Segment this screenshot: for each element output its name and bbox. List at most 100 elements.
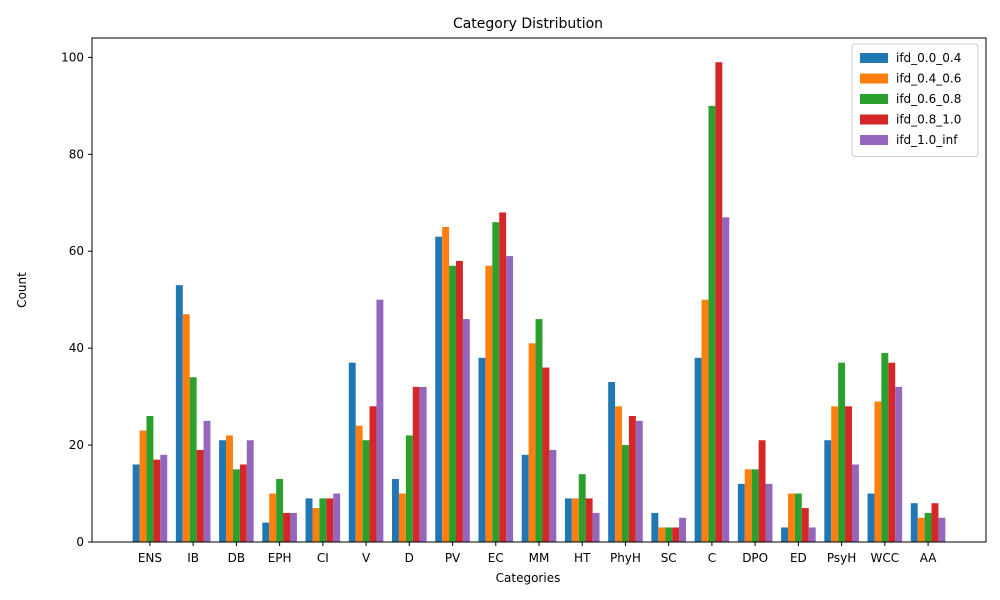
legend-frame	[851, 43, 979, 157]
bar-CI-ifd_0.6_0.8	[319, 498, 327, 542]
bar-AA-ifd_0.4_0.6	[917, 517, 925, 542]
legend-label-ifd_0.8_1.0: ifd_0.8_1.0	[896, 113, 961, 127]
legend-swatch-ifd_0.8_1.0	[860, 114, 888, 125]
bar-MM-ifd_0.0_0.4	[521, 454, 529, 542]
bar-C-ifd_0.4_0.6	[701, 299, 709, 542]
bar-CI-ifd_0.8_1.0	[326, 498, 334, 542]
bar-IB-ifd_1.0_inf	[203, 420, 211, 542]
bar-CI-ifd_1.0_inf	[333, 493, 341, 542]
y-tick-label: 40	[69, 341, 84, 355]
bar-SC-ifd_0.0_0.4	[651, 512, 659, 542]
bar-EPH-ifd_0.0_0.4	[262, 522, 270, 542]
bar-EC-ifd_0.6_0.8	[492, 222, 500, 542]
bar-IB-ifd_0.6_0.8	[189, 377, 197, 542]
legend-swatch-ifd_0.0_0.4	[860, 53, 888, 63]
bar-HT-ifd_0.4_0.6	[571, 498, 579, 542]
x-tick-label-CI: CI	[317, 551, 329, 565]
x-tick-label-WCC: WCC	[871, 551, 900, 565]
chart-title: Category Distribution	[453, 16, 603, 32]
bar-ENS-ifd_0.6_0.8	[146, 416, 154, 542]
bar-C-ifd_0.0_0.4	[694, 357, 702, 542]
bar-HT-ifd_0.8_1.0	[585, 498, 593, 542]
bar-EPH-ifd_1.0_inf	[289, 512, 297, 542]
bar-ED-ifd_0.4_0.6	[788, 493, 795, 542]
legend-label-ifd_0.4_0.6: ifd_0.4_0.6	[896, 72, 961, 86]
bar-SC-ifd_0.8_1.0	[672, 527, 680, 542]
x-tick-label-V: V	[362, 551, 371, 565]
x-tick-label-AA: AA	[920, 551, 938, 565]
bar-PhyH-ifd_0.4_0.6	[615, 406, 623, 542]
bar-DPO-ifd_0.8_1.0	[758, 440, 766, 542]
bar-PsyH-ifd_1.0_inf	[851, 464, 859, 542]
bar-HT-ifd_0.6_0.8	[578, 474, 586, 542]
bar-DB-ifd_0.4_0.6	[226, 435, 233, 542]
bar-PhyH-ifd_0.0_0.4	[608, 382, 616, 542]
bar-PhyH-ifd_0.8_1.0	[628, 416, 636, 542]
bar-DPO-ifd_1.0_inf	[765, 483, 773, 542]
bar-DB-ifd_0.0_0.4	[219, 440, 227, 542]
bar-HT-ifd_1.0_inf	[592, 512, 600, 542]
bar-D-ifd_0.6_0.8	[405, 435, 413, 542]
x-tick-label-IB: IB	[187, 551, 199, 565]
bar-DPO-ifd_0.6_0.8	[751, 469, 759, 542]
bar-C-ifd_0.6_0.8	[708, 105, 716, 542]
y-tick-label: 100	[61, 50, 84, 64]
bar-EC-ifd_0.0_0.4	[478, 357, 486, 542]
bar-ENS-ifd_0.8_1.0	[153, 459, 161, 542]
x-tick-label-PsyH: PsyH	[827, 551, 856, 565]
bar-ED-ifd_1.0_inf	[808, 527, 816, 542]
bar-D-ifd_0.0_0.4	[392, 479, 399, 542]
y-axis: 0 20 40 60 80 100	[61, 50, 92, 549]
bar-D-ifd_0.8_1.0	[412, 386, 420, 542]
bar-DB-ifd_0.8_1.0	[239, 464, 247, 542]
legend: ifd_0.0_0.4 ifd_0.4_0.6 ifd_0.6_0.8 ifd_0.8…	[851, 43, 979, 157]
bar-EPH-ifd_0.4_0.6	[269, 493, 277, 542]
bar-ED-ifd_0.0_0.4	[781, 527, 789, 542]
legend-label-ifd_1.0_inf: ifd_1.0_inf	[896, 133, 958, 147]
x-axis-label: Categories	[496, 571, 561, 585]
bar-DPO-ifd_0.4_0.6	[744, 469, 752, 542]
bar-SC-ifd_0.4_0.6	[658, 527, 666, 542]
bar-IB-ifd_0.4_0.6	[182, 314, 190, 542]
bars-group	[132, 62, 946, 543]
bar-SC-ifd_1.0_inf	[679, 517, 686, 542]
bar-V-ifd_0.6_0.8	[362, 440, 370, 542]
x-tick-label-SC: SC	[661, 551, 677, 565]
bar-ENS-ifd_1.0_inf	[160, 454, 168, 542]
x-tick-label-MM: MM	[529, 551, 550, 565]
bar-MM-ifd_0.6_0.8	[535, 319, 543, 542]
bar-WCC-ifd_0.8_1.0	[888, 362, 896, 542]
legend-label-ifd_0.6_0.8: ifd_0.6_0.8	[896, 92, 961, 106]
bar-CI-ifd_0.4_0.6	[312, 508, 320, 542]
bar-WCC-ifd_1.0_inf	[895, 386, 903, 542]
bar-PV-ifd_0.6_0.8	[449, 265, 456, 542]
bar-V-ifd_1.0_inf	[376, 299, 384, 542]
x-tick-label-EC: EC	[488, 551, 504, 565]
bar-AA-ifd_0.6_0.8	[924, 512, 932, 542]
bar-EC-ifd_0.4_0.6	[485, 265, 493, 542]
bar-D-ifd_1.0_inf	[419, 386, 427, 542]
bar-ENS-ifd_0.0_0.4	[132, 464, 140, 542]
y-tick-label: 20	[69, 438, 84, 452]
x-tick-label-C: C	[708, 551, 716, 565]
y-tick-label: 60	[69, 244, 84, 258]
x-tick-label-DB: DB	[228, 551, 245, 565]
bar-PhyH-ifd_0.6_0.8	[622, 445, 629, 542]
bar-EPH-ifd_0.8_1.0	[283, 512, 290, 542]
bar-EC-ifd_1.0_inf	[506, 256, 514, 542]
bar-PsyH-ifd_0.4_0.6	[831, 406, 839, 542]
bar-PV-ifd_0.0_0.4	[435, 236, 443, 542]
bar-ED-ifd_0.8_1.0	[801, 508, 809, 542]
bar-PsyH-ifd_0.6_0.8	[838, 362, 846, 542]
x-tick-label-D: D	[405, 551, 414, 565]
legend-label-ifd_0.0_0.4: ifd_0.0_0.4	[896, 51, 961, 65]
bar-MM-ifd_1.0_inf	[549, 449, 557, 542]
bar-V-ifd_0.4_0.6	[355, 425, 363, 542]
legend-swatch-ifd_0.4_0.6	[860, 73, 888, 84]
bar-IB-ifd_0.8_1.0	[196, 449, 204, 542]
bar-D-ifd_0.4_0.6	[398, 493, 406, 542]
x-tick-label-ED: ED	[790, 551, 807, 565]
bar-EC-ifd_0.8_1.0	[499, 212, 507, 542]
bar-CI-ifd_0.0_0.4	[305, 498, 313, 542]
